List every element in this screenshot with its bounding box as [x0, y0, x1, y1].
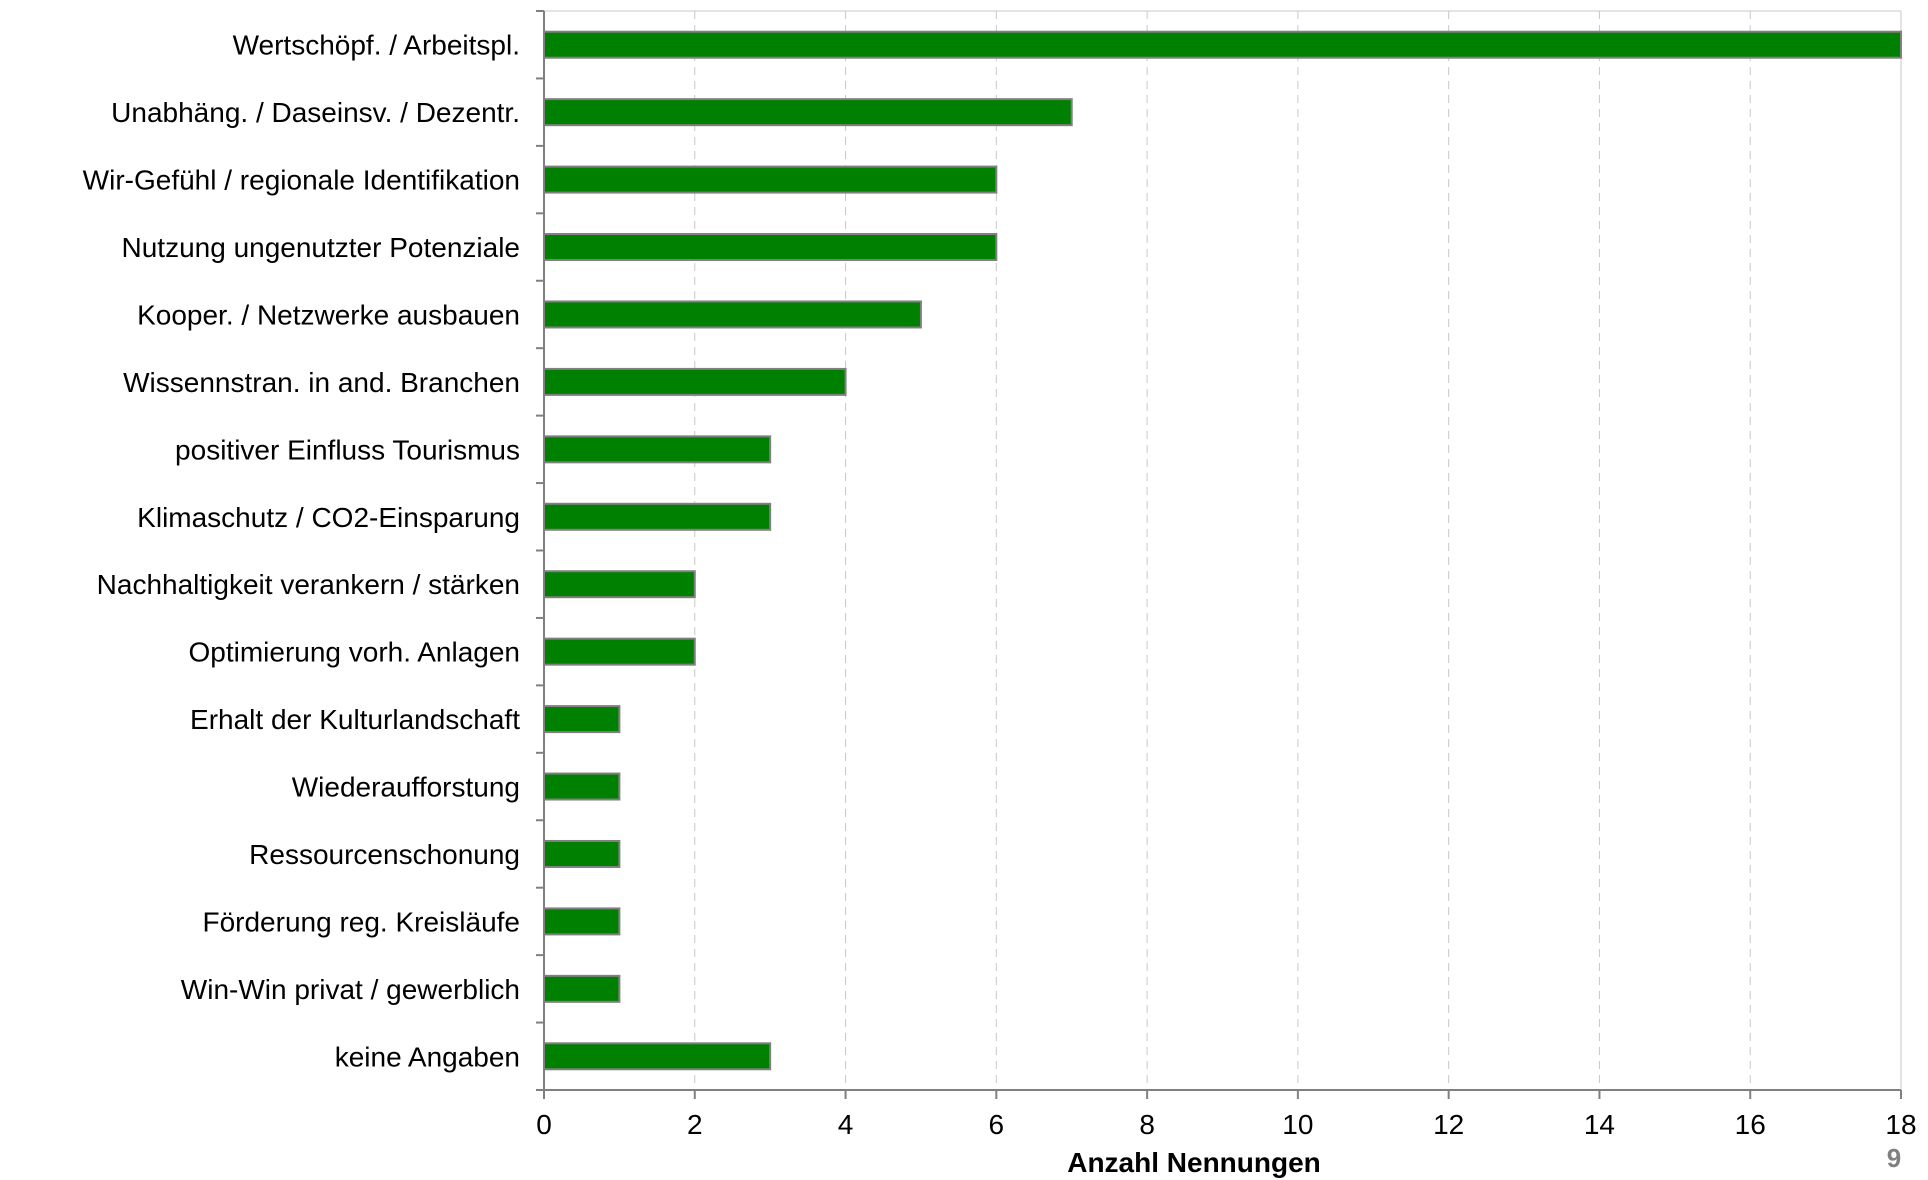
category-label-4: Kooper. / Netzwerke ausbauen: [137, 299, 520, 330]
labels: Wertschöpf. / Arbeitspl. Unabhäng. / Dase…: [83, 30, 1917, 1140]
x-axis-title: Anzahl Nennungen: [1067, 1147, 1321, 1178]
category-label-9: Optimierung vorh. Anlagen: [188, 637, 520, 668]
category-label-7: Klimaschutz / CO2-Einsparung: [137, 502, 520, 533]
x-tick-label-7: 14: [1584, 1109, 1615, 1140]
category-label-6: positiver Einfluss Tourismus: [175, 434, 520, 465]
bar-10: [543, 705, 621, 734]
category-label-5: Wissennstran. in and. Branchen: [123, 367, 520, 398]
bar-2: [543, 165, 998, 194]
category-label-3: Nutzung ungenutzter Potenziale: [122, 232, 521, 263]
category-label-0: Wertschöpf. / Arbeitspl.: [233, 30, 520, 61]
bar-3: [543, 233, 998, 262]
x-tick-label-6: 12: [1433, 1109, 1464, 1140]
x-tick-label-4: 8: [1139, 1109, 1155, 1140]
category-label-10: Erhalt der Kulturlandschaft: [190, 704, 520, 735]
bar-15: [543, 1042, 772, 1071]
x-tick-label-5: 10: [1282, 1109, 1313, 1140]
page-number: 9: [1887, 1143, 1901, 1173]
axes: [536, 10, 1902, 1099]
category-label-1: Unabhäng. / Daseinsv. / Dezentr.: [111, 97, 520, 128]
category-label-8: Nachhaltigkeit verankern / stärken: [97, 569, 520, 600]
bar-1: [543, 98, 1073, 127]
bar-12: [543, 839, 621, 868]
x-tick-label-2: 4: [838, 1109, 854, 1140]
bar-14: [543, 974, 621, 1003]
x-tick-label-8: 16: [1735, 1109, 1766, 1140]
bar-0: [543, 30, 1902, 59]
x-tick-label-1: 2: [687, 1109, 703, 1140]
bar-8: [543, 570, 696, 599]
bar-9: [543, 637, 696, 666]
bar-13: [543, 907, 621, 936]
x-tick-label-0: 0: [536, 1109, 552, 1140]
category-label-13: Förderung reg. Kreisläufe: [202, 906, 520, 937]
bar-7: [543, 502, 772, 531]
bar-11: [543, 772, 621, 801]
grid-lines: [544, 10, 1902, 1090]
category-label-15: keine Angaben: [335, 1041, 520, 1072]
bar-4: [543, 300, 922, 329]
category-label-2: Wir-Gefühl / regionale Identifikation: [83, 165, 520, 196]
x-tick-label-9: 18: [1885, 1109, 1916, 1140]
x-tick-label-3: 6: [989, 1109, 1005, 1140]
category-label-12: Ressourcenschonung: [249, 839, 520, 870]
bar-5: [543, 367, 847, 396]
category-label-11: Wiederaufforstung: [292, 772, 520, 803]
bar-6: [543, 435, 772, 464]
bars: [543, 30, 1902, 1071]
category-label-14: Win-Win privat / gewerblich: [181, 974, 520, 1005]
